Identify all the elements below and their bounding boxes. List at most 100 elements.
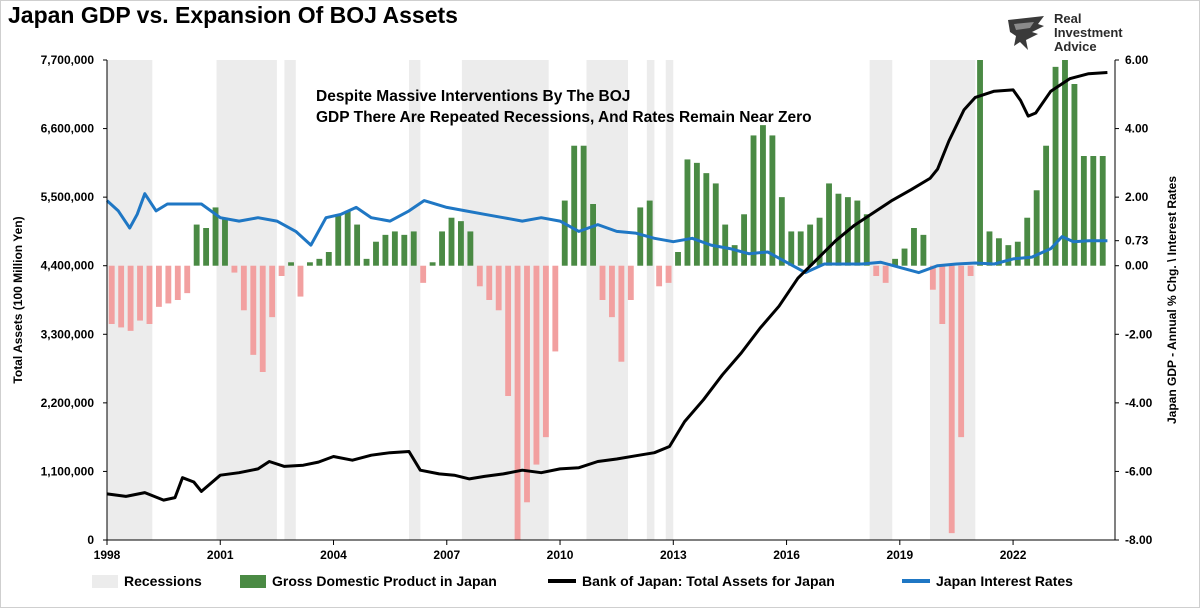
y2-tick-label-5: 0.73 — [1125, 234, 1149, 248]
y2-tick-label-2: -4.00 — [1125, 396, 1153, 410]
gdp-bar-37 — [458, 221, 464, 266]
chart-annotation: Despite Massive Interventions By The BOJ… — [316, 86, 812, 128]
gdp-bar-34 — [429, 262, 436, 266]
gdp-bar-38 — [467, 231, 474, 266]
gdp-bar-25 — [344, 210, 351, 266]
gdp-bar-45 — [533, 265, 540, 465]
gdp-bar-44 — [524, 265, 530, 503]
legend-item-boj: Bank of Japan: Total Assets for Japan — [548, 573, 835, 589]
gdp-bar-59 — [665, 265, 672, 283]
y2-tick-label-3: -2.00 — [1125, 327, 1153, 341]
legend-item-gdp: Gross Domestic Product in Japan — [240, 573, 497, 589]
gdp-bar-20 — [297, 265, 304, 297]
gdp-bar-66 — [731, 245, 738, 266]
x-tick-label-2: 2004 — [320, 548, 347, 562]
gdp-bar-64 — [712, 183, 719, 266]
gdp-bar-91 — [967, 265, 974, 276]
gdp-bar-99 — [1043, 145, 1050, 266]
gdp-bar-8 — [184, 265, 191, 294]
gdp-bar-55 — [627, 265, 634, 300]
recession-band-7 — [665, 60, 674, 540]
gdp-bar-72 — [788, 231, 795, 266]
x-tick-label-3: 2007 — [433, 548, 460, 562]
y2-tick-label-1: -6.00 — [1125, 464, 1153, 478]
gdp-bar-88 — [939, 265, 946, 324]
gdp-bar-60 — [675, 252, 681, 266]
legend-item-rates: Japan Interest Rates — [902, 573, 1073, 589]
x-tick-label-7: 2019 — [886, 548, 913, 562]
gdp-bar-61 — [684, 159, 691, 266]
gdp-bar-33 — [420, 265, 427, 283]
gdp-bar-0 — [108, 265, 115, 324]
gdp-bar-80 — [863, 214, 870, 266]
gdp-bar-69 — [760, 125, 766, 266]
gdp-bar-93 — [986, 231, 993, 266]
gdp-bar-83 — [892, 258, 899, 266]
x-tick-label-0: 1998 — [94, 548, 121, 562]
recession-band-6 — [646, 60, 655, 540]
gdp-bar-87 — [929, 265, 936, 290]
gdp-bar-41 — [495, 265, 502, 311]
gdp-bar-105 — [1099, 156, 1106, 266]
axes-layer: 1998 2001 2004 2007 2010 2013 2016 2019 2022 0 1,1… — [11, 53, 1179, 562]
gdp-bar-35 — [439, 231, 445, 266]
gdp-bar-98 — [1033, 190, 1040, 266]
gdp-bar-94 — [995, 238, 1002, 266]
y-axis-title: Total Assets (100 Million Yen) — [11, 216, 25, 383]
y2-tick-label-8: 6.00 — [1125, 53, 1149, 67]
annotation-line-1: Despite Massive Interventions By The BOJ — [316, 88, 631, 105]
y-tick-label-5: 5,500,000 — [41, 190, 95, 204]
gdp-bar-57 — [646, 200, 653, 266]
y-tick-label-2: 2,200,000 — [41, 396, 95, 410]
legend-swatch-recessions — [92, 574, 118, 588]
y-tick-label-4: 4,400,000 — [41, 259, 95, 273]
gdp-bar-95 — [1005, 245, 1012, 266]
y2-tick-label-4: 0.00 — [1125, 259, 1149, 273]
gdp-bar-52 — [599, 265, 606, 300]
gdp-bar-81 — [873, 265, 880, 276]
gdp-bar-53 — [609, 265, 615, 318]
gdp-bar-96 — [1014, 241, 1021, 266]
gdp-bar-40 — [486, 265, 493, 300]
y-tick-label-6: 6,600,000 — [41, 122, 95, 136]
gdp-bar-73 — [797, 231, 804, 266]
gdp-bar-23 — [325, 252, 332, 266]
gdp-bar-19 — [288, 262, 294, 266]
gdp-bar-97 — [1024, 217, 1031, 266]
gdp-bar-46 — [542, 265, 549, 438]
gdp-bar-10 — [203, 228, 210, 266]
y2-axis-title: Japan GDP - Annual % Chg. \ Interest Rat… — [1165, 176, 1179, 424]
recession-shading-layer — [107, 60, 976, 540]
gdp-bar-24 — [335, 214, 342, 266]
gdp-bar-63 — [703, 173, 710, 266]
gdp-bar-14 — [240, 265, 247, 311]
y-tick-label-1: 1,100,000 — [41, 464, 95, 478]
legend-swatch-gdp — [240, 574, 266, 588]
gdp-bar-90 — [958, 265, 965, 438]
gdp-bar-3 — [137, 265, 143, 321]
gdp-bar-43 — [514, 265, 521, 540]
gdp-bar-79 — [854, 200, 861, 266]
recession-band-8 — [869, 60, 893, 540]
logo-text: Real Investment Advice — [1054, 11, 1123, 54]
gdp-bar-92 — [977, 60, 983, 266]
gdp-bar-103 — [1080, 156, 1087, 266]
gdp-bar-13 — [231, 265, 238, 273]
gdp-bar-102 — [1071, 84, 1078, 266]
recession-band-2 — [284, 60, 296, 540]
gdp-bar-65 — [722, 224, 729, 266]
gdp-bar-26 — [354, 224, 361, 266]
gdp-bar-29 — [382, 234, 389, 266]
gdp-bar-18 — [278, 265, 285, 276]
gdp-bar-5 — [155, 265, 162, 307]
legend-item-recessions: Recessions — [92, 573, 202, 589]
y2-tick-label-6: 2.00 — [1125, 190, 1149, 204]
gdp-bar-28 — [373, 241, 379, 266]
gdp-bar-89 — [948, 265, 955, 534]
gdp-bar-82 — [882, 265, 889, 283]
gdp-bar-56 — [637, 207, 644, 266]
gdp-bar-101 — [1062, 60, 1068, 266]
gdp-bar-30 — [391, 231, 398, 266]
gdp-bar-7 — [174, 265, 181, 300]
lines-layer — [105, 71, 1108, 502]
